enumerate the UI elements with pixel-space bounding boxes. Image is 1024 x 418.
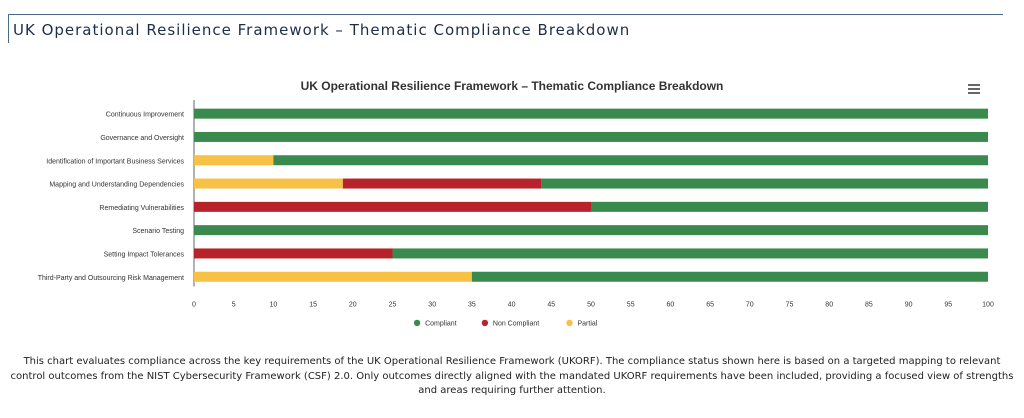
x-tick-label: 45	[547, 301, 555, 308]
x-tick-label: 25	[389, 301, 397, 308]
legend-label: Partial	[578, 320, 598, 327]
legend-marker-non-compliant	[481, 319, 489, 327]
bar-non-compliant	[342, 178, 542, 189]
bar-partial	[194, 178, 343, 189]
category-label: Continuous Improvement	[106, 112, 184, 119]
legend-marker-compliant	[413, 319, 421, 327]
hamburger-icon-line	[968, 92, 980, 94]
x-tick-label: 10	[270, 301, 278, 308]
x-tick-label: 35	[468, 301, 476, 308]
hamburger-icon-line	[968, 88, 980, 90]
bar-partial	[194, 271, 472, 282]
bar-compliant	[194, 108, 988, 119]
x-tick-label: 0	[192, 301, 196, 308]
category-label: Identification of Important Business Ser…	[46, 158, 184, 165]
bar-compliant	[591, 201, 988, 212]
chart-title: UK Operational Resilience Framework – Th…	[300, 79, 724, 93]
chart-container: UK Operational Resilience Framework – Th…	[0, 70, 1024, 350]
x-tick-label: 75	[786, 301, 794, 308]
category-label: Third-Party and Outsourcing Risk Managem…	[38, 275, 184, 282]
x-tick-label: 100	[982, 301, 994, 308]
bar-compliant	[194, 225, 988, 236]
x-tick-label: 55	[627, 301, 635, 308]
category-label: Scenario Testing	[132, 228, 184, 235]
category-label: Mapping and Understanding Dependencies	[49, 182, 184, 189]
bar-compliant	[392, 248, 988, 259]
x-tick-label: 70	[746, 301, 754, 308]
x-tick-label: 15	[309, 301, 317, 308]
chart-menu-button[interactable]	[964, 80, 986, 98]
category-label: Setting Impact Tolerances	[104, 251, 185, 258]
category-label: Governance and Oversight	[100, 135, 184, 142]
legend-label: Compliant	[425, 320, 457, 327]
x-tick-label: 5	[232, 301, 236, 308]
x-tick-label: 30	[428, 301, 436, 308]
x-tick-label: 60	[667, 301, 675, 308]
x-tick-label: 40	[508, 301, 516, 308]
x-tick-label: 95	[944, 301, 952, 308]
x-tick-label: 90	[905, 301, 913, 308]
bar-compliant	[541, 178, 988, 189]
x-tick-label: 65	[706, 301, 714, 308]
bar-non-compliant	[194, 248, 393, 259]
bar-compliant	[273, 155, 988, 166]
bar-non-compliant	[194, 201, 591, 212]
legend-label: Non Compliant	[493, 320, 539, 327]
x-tick-label: 85	[865, 301, 873, 308]
x-tick-label: 20	[349, 301, 357, 308]
bar-partial	[194, 155, 274, 166]
bar-compliant	[471, 271, 988, 282]
chart-plot: Continuous Improvement Governance and Ove…	[38, 100, 994, 327]
page-title: UK Operational Resilience Framework – Th…	[13, 21, 631, 39]
x-tick-label: 80	[825, 301, 833, 308]
page-header: UK Operational Resilience Framework – Th…	[8, 14, 1003, 43]
x-tick-label: 50	[587, 301, 595, 308]
hamburger-icon-line	[968, 84, 980, 86]
category-label: Remediating Vulnerabilities	[99, 205, 184, 212]
bar-compliant	[194, 131, 988, 142]
legend-marker-partial	[566, 319, 573, 327]
chart-description: This chart evaluates compliance across t…	[10, 356, 1014, 396]
